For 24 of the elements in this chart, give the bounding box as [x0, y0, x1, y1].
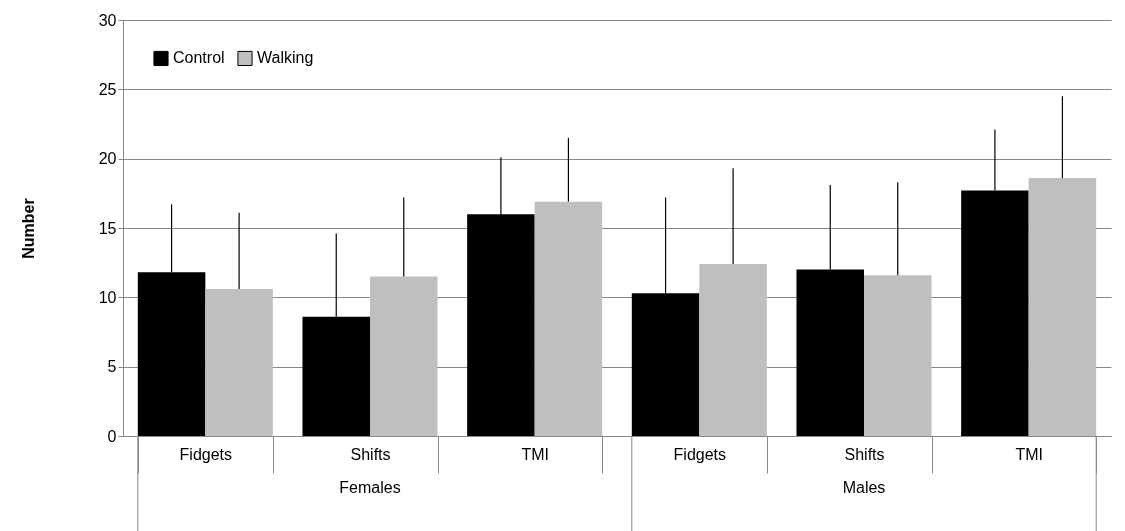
y-tick-label: 5	[107, 358, 117, 376]
x-tick-label: TMI	[521, 445, 549, 463]
y-tick-label: 15	[98, 219, 117, 237]
y-tick-label: 20	[98, 150, 117, 168]
x-tick-label: Fidgets	[179, 445, 233, 463]
bar	[534, 201, 603, 436]
y-tick-label: 0	[107, 427, 117, 445]
bar	[205, 289, 273, 436]
y-tick-label: 25	[98, 80, 117, 98]
y-tick-label: 30	[98, 11, 117, 29]
bar	[699, 264, 767, 436]
x-tick-label: TMI	[1015, 445, 1043, 463]
text: Females	[339, 479, 401, 496]
legend-label: Walking	[257, 49, 314, 67]
legend-label: Control	[173, 49, 225, 67]
bar	[1028, 178, 1097, 436]
y-tick-label: 10	[98, 288, 117, 306]
y-axis-title: Number	[19, 198, 37, 259]
x-tick-label: Fidgets	[673, 445, 727, 463]
x-tick-label: Shifts	[844, 445, 885, 463]
bar	[370, 276, 438, 436]
text: Males	[842, 479, 886, 496]
bar	[864, 275, 932, 436]
x-tick-label: Shifts	[350, 445, 391, 463]
